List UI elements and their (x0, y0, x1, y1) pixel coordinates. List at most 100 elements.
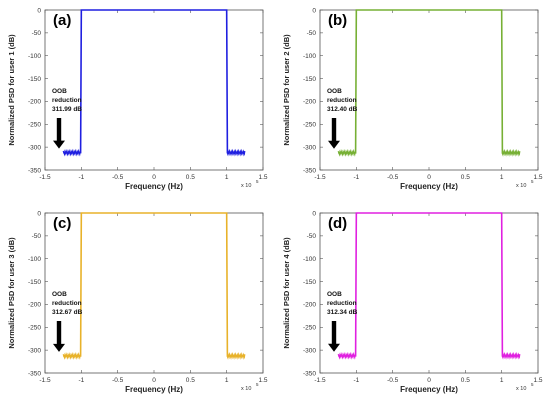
psd-series-line (63, 9, 245, 154)
y-tick-label: -300 (28, 347, 41, 354)
x-tick-label: 1 (225, 174, 229, 181)
x-tick-label: 1 (500, 377, 504, 384)
y-tick-label: 0 (312, 210, 316, 217)
y-tick-label: -250 (28, 325, 41, 332)
chart-panel-4: -1.5 -1 -0.5 0 0.5 1 1.5 0 -50 -100 -150 -200 -250 -3… (282, 210, 543, 394)
y-tick-label: 0 (37, 210, 41, 217)
y-tick-label: -250 (28, 122, 41, 129)
y-tick-label: -250 (303, 122, 316, 129)
psd-series-line (338, 9, 520, 154)
y-tick-label: -50 (32, 233, 42, 240)
oob-annotation-line: OOB (52, 88, 67, 95)
x-tick-label: -1 (78, 174, 84, 181)
x-axis-label: Frequency (Hz) (400, 182, 458, 191)
oob-arrow-head (328, 140, 340, 149)
psd-floor-noise (337, 351, 357, 360)
y-tick-label: -50 (307, 233, 317, 240)
x-tick-label: 1 (500, 174, 504, 181)
y-tick-label: -200 (303, 302, 316, 309)
plot-frame (319, 212, 539, 374)
x-tick-label: -1.5 (39, 377, 51, 384)
y-tick-label: 0 (37, 7, 41, 14)
y-tick-label: -150 (303, 279, 316, 286)
x-multiplier: x 10 (241, 386, 251, 392)
x-multiplier: x 10 (516, 386, 526, 392)
psd-floor-noise (501, 351, 521, 360)
panel-label: (b) (328, 12, 347, 29)
x-multiplier-exponent: 5 (531, 382, 534, 387)
oob-arrow-head (328, 343, 340, 352)
x-tick-label: 0 (427, 377, 431, 384)
x-axis-label: Frequency (Hz) (125, 385, 183, 394)
y-tick-label: -100 (28, 256, 41, 263)
y-tick-label: -100 (303, 53, 316, 60)
panel-label: (c) (53, 215, 71, 232)
x-tick-label: 0 (427, 174, 431, 181)
y-tick-label: -300 (303, 347, 316, 354)
oob-arrow-shaft (331, 118, 337, 142)
y-tick-label: -350 (28, 370, 41, 377)
x-multiplier: x 10 (516, 183, 526, 189)
oob-annotation-line: 311.99 dB (52, 106, 82, 113)
x-tick-label: 1.5 (533, 377, 542, 384)
y-tick-label: -200 (28, 99, 41, 106)
oob-annotation-line: 312.67 dB (52, 309, 83, 316)
oob-arrow-head (53, 343, 65, 352)
x-tick-label: 1.5 (258, 174, 267, 181)
oob-arrow-shaft (56, 321, 62, 345)
x-tick-label: -0.5 (112, 174, 124, 181)
y-tick-label: -300 (303, 144, 316, 151)
x-tick-label: 0.5 (461, 174, 470, 181)
psd-floor-noise (62, 352, 82, 360)
chart-panel-2: -1.5 -1 -0.5 0 0.5 1 1.5 0 -50 -100 -150 -200 -250 -3… (282, 7, 543, 191)
y-tick-label: -200 (303, 99, 316, 106)
y-tick-label: -200 (28, 302, 41, 309)
x-tick-label: -1 (78, 377, 84, 384)
y-tick-label: -100 (28, 53, 41, 60)
y-axis-label: Normalized PSD for user 4 (dB) (282, 237, 291, 349)
oob-annotation-line: OOB (52, 291, 67, 298)
y-tick-label: -150 (28, 279, 41, 286)
oob-annotation-line: reduction (327, 97, 357, 104)
psd-floor-noise (226, 148, 246, 157)
x-tick-label: -1 (353, 377, 359, 384)
y-tick-label: -150 (28, 76, 41, 83)
y-axis-label: Normalized PSD for user 3 (dB) (7, 237, 16, 349)
psd-series-line (338, 212, 520, 357)
x-tick-label: -1 (353, 174, 359, 181)
y-tick-label: -300 (28, 144, 41, 151)
x-tick-label: -0.5 (387, 174, 399, 181)
y-tick-label: -250 (303, 325, 316, 332)
oob-annotation-line: 312.40 dB (327, 106, 358, 113)
y-tick-label: 0 (312, 7, 316, 14)
plot-frame (44, 9, 264, 171)
x-tick-label: -1.5 (314, 377, 326, 384)
oob-annotation-line: reduction (52, 97, 82, 104)
y-axis-label: Normalized PSD for user 1 (dB) (7, 34, 16, 146)
oob-annotation-line: reduction (327, 300, 357, 307)
x-tick-label: 1.5 (533, 174, 542, 181)
x-multiplier: x 10 (241, 183, 251, 189)
x-tick-label: -0.5 (387, 377, 399, 384)
y-axis-label: Normalized PSD for user 2 (dB) (282, 34, 291, 146)
oob-annotation-line: 312.34 dB (327, 309, 358, 316)
x-axis-label: Frequency (Hz) (125, 182, 183, 191)
x-tick-label: 0 (152, 377, 156, 384)
oob-annotation-line: reduction (52, 300, 82, 307)
y-tick-label: -350 (28, 167, 41, 174)
x-tick-label: 0.5 (186, 174, 195, 181)
y-tick-label: -50 (307, 30, 317, 37)
y-tick-label: -50 (32, 30, 42, 37)
x-multiplier-exponent: 5 (256, 382, 259, 387)
psd-floor-noise (337, 148, 357, 157)
psd-floor-noise (62, 148, 82, 157)
psd-floor-noise (501, 148, 521, 157)
x-tick-label: 0 (152, 174, 156, 181)
psd-floor-noise (226, 352, 246, 360)
x-multiplier-exponent: 5 (531, 179, 534, 184)
oob-annotation-line: OOB (327, 291, 342, 298)
x-tick-label: -1.5 (39, 174, 51, 181)
x-tick-label: 1.5 (258, 377, 267, 384)
oob-arrow-shaft (331, 321, 337, 345)
